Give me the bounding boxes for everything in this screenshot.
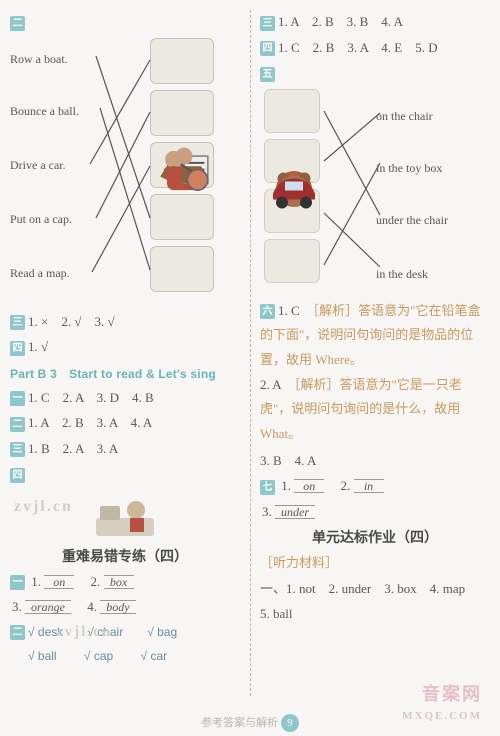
b-three-answers: 1. B 2. A 3. A bbox=[28, 441, 118, 456]
part-b-title: Part B 3 Start to read & Let's sing bbox=[10, 365, 240, 382]
d1-2-num: 2. bbox=[91, 574, 101, 589]
listen-line-1: 一、1. not 2. under 3. box 4. map bbox=[260, 579, 490, 599]
right-column: 三1. A 2. B 3. B 4. A 四1. C 2. B 3. A 4. … bbox=[250, 0, 500, 736]
match-area-2: on the chair in the toy box under the ch… bbox=[260, 89, 490, 299]
column-divider bbox=[250, 10, 251, 696]
d1-3-value: orange bbox=[25, 600, 71, 614]
section-two-icon: 二 bbox=[10, 16, 25, 31]
b-two-answers: 1. A 2. B 3. A 4. A bbox=[28, 415, 152, 430]
r-six-2-block: 2. A ［解析］答语意为"它是一只老虎"，说明问句询问的是什么，故用 What… bbox=[260, 373, 490, 447]
d-two-icon: 二 bbox=[10, 625, 25, 640]
r-six-icon: 六 bbox=[260, 304, 275, 319]
section-three-answers: 1. × 2. √ 3. √ bbox=[28, 314, 115, 329]
listen-line-2: 5. ball bbox=[260, 604, 490, 624]
d1-1-num: 1. bbox=[31, 574, 41, 589]
r-three-icon: 三 bbox=[260, 16, 275, 31]
b-two-icon: 二 bbox=[10, 417, 25, 432]
difficult-title: 重难易错专练（四） bbox=[10, 546, 240, 566]
section-four-answers: 1. √ bbox=[28, 339, 48, 354]
d-two-row1: √ desk √ chair √ bag bbox=[28, 625, 177, 639]
b-four-icon: 四 bbox=[10, 468, 25, 483]
r-six-1: 1. C bbox=[278, 303, 313, 318]
page-root: 二 Row a boat. Bounce a ball. Drive a car… bbox=[0, 0, 500, 736]
section-three-icon: 三 bbox=[10, 315, 25, 330]
r-six-34: 3. B 4. A bbox=[260, 451, 490, 471]
r-five-icon: 五 bbox=[260, 67, 275, 82]
left-column: 二 Row a boat. Bounce a ball. Drive a car… bbox=[0, 0, 250, 736]
d1-4-num: 4. bbox=[87, 599, 97, 614]
footer-label: 参考答案与解析 bbox=[201, 717, 278, 729]
r7-3-value: under bbox=[275, 505, 315, 519]
match2-lines-svg bbox=[260, 89, 490, 299]
page-number: 9 bbox=[281, 714, 299, 732]
match-area-1: Row a boat. Bounce a ball. Drive a car. … bbox=[10, 38, 240, 308]
d1-2-value: box bbox=[104, 575, 134, 589]
r7-3-num: 3. bbox=[262, 504, 272, 519]
r-six-block: 六1. C ［解析］答语意为"它在铅笔盒的下面"，说明问句询问的是物品的位置，故… bbox=[260, 299, 490, 373]
b-one-answers: 1. C 2. A 3. D 4. B bbox=[28, 390, 154, 405]
r-seven-icon: 七 bbox=[260, 480, 275, 495]
r7-2-num: 2. bbox=[341, 478, 351, 493]
r-six-2: 2. A bbox=[260, 377, 294, 392]
r7-1-value: on bbox=[294, 479, 324, 493]
page-footer: 参考答案与解析 9 bbox=[0, 714, 500, 732]
unit-title: 单元达标作业（四） bbox=[260, 527, 490, 547]
r-four-icon: 四 bbox=[260, 41, 275, 56]
d1-4-value: body bbox=[100, 600, 135, 614]
b-three-icon: 三 bbox=[10, 442, 25, 457]
match-lines-svg bbox=[10, 38, 240, 308]
r7-1-num: 1. bbox=[281, 478, 291, 493]
r-three-answers: 1. A 2. B 3. B 4. A bbox=[278, 14, 403, 29]
section-four-icon: 四 bbox=[10, 341, 25, 356]
r7-2-value: in bbox=[354, 479, 384, 493]
cartoon-illustration bbox=[90, 490, 160, 540]
d-one-icon: 一 bbox=[10, 575, 25, 590]
watermark-1: zvjl.cn bbox=[14, 498, 73, 516]
d1-1-value: on bbox=[44, 575, 74, 589]
b-one-icon: 一 bbox=[10, 391, 25, 406]
r-four-answers: 1. C 2. B 3. A 4. E 5. D bbox=[278, 40, 438, 55]
listen-title: ［听力材料］ bbox=[260, 553, 490, 573]
d-two-row2: √ ball √ cap √ car bbox=[28, 649, 167, 663]
d1-3-num: 3. bbox=[12, 599, 22, 614]
